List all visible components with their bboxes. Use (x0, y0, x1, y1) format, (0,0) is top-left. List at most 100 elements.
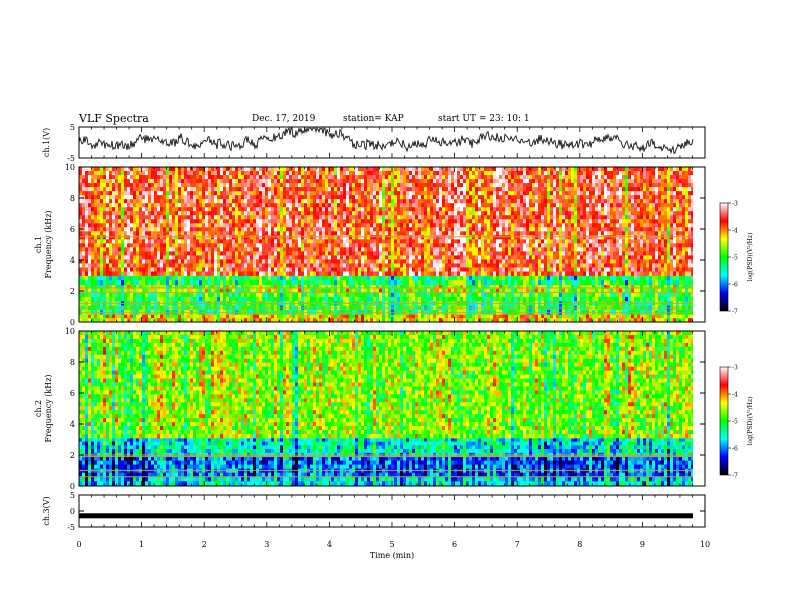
spectrogram-cell (406, 314, 410, 319)
spectrogram-cell (136, 280, 140, 286)
spectrogram-cell (277, 247, 281, 252)
spectrogram-cell (265, 314, 269, 319)
spectrogram-cell (367, 259, 371, 264)
spectrogram-cell (280, 267, 284, 272)
spectrogram-cell (187, 187, 191, 192)
spectrogram-cell (304, 247, 308, 252)
spectrogram-cell (565, 284, 569, 290)
spectrogram-cell (373, 296, 377, 302)
spectrogram-cell (229, 263, 233, 268)
spectrogram-cell (379, 284, 383, 290)
spectrogram-cell (388, 275, 392, 281)
spectrogram-cell (178, 183, 182, 188)
spectrogram-cell (349, 251, 353, 256)
spectrogram-cell (517, 280, 521, 286)
spectrogram-cell (229, 296, 233, 302)
spectrogram-cell (112, 175, 116, 180)
spectrogram-cell (142, 271, 146, 276)
spectrogram-cell (118, 219, 122, 224)
spectrogram-cell (511, 280, 515, 286)
spectrogram-cell (292, 207, 296, 212)
spectrogram-cell (124, 179, 128, 184)
spectrogram-cell (316, 284, 320, 290)
spectrogram-cell (118, 239, 122, 244)
spectrogram-cell (259, 199, 263, 204)
spectrogram-cell (220, 191, 224, 196)
spectrogram-cell (193, 219, 197, 224)
spectrogram-cell (496, 280, 500, 286)
spectrogram-cell (247, 239, 251, 244)
spectrogram-cell (97, 267, 101, 272)
spectrogram-cell (457, 275, 461, 281)
spectrogram-cell (289, 171, 293, 176)
spectrogram-cell (265, 296, 269, 302)
spectrogram-cell (403, 280, 407, 286)
spectrogram-cell (298, 280, 302, 286)
spectrogram-cell (112, 247, 116, 252)
spectrogram-cell (664, 318, 668, 323)
spectrogram-cell (286, 203, 290, 208)
spectrogram-cell (199, 292, 203, 298)
spectrogram-cell (505, 280, 509, 286)
spectrogram-cell (397, 288, 401, 293)
spectrogram-cell (391, 284, 395, 290)
spectrogram-cell (280, 239, 284, 244)
spectrogram-cell (241, 255, 245, 260)
spectrogram-cell (691, 314, 695, 319)
spectrogram-cell (109, 267, 113, 272)
spectrogram-cell (343, 284, 347, 290)
spectrogram-cell (295, 267, 299, 272)
spectrogram-cell (271, 219, 275, 224)
spectrogram-cell (244, 284, 248, 290)
spectrogram-cell (112, 195, 116, 200)
spectrogram-cell (124, 280, 128, 286)
spectrogram-cell (157, 284, 161, 290)
spectrogram-cell (298, 243, 302, 248)
spectrogram-cell (244, 207, 248, 212)
spectrogram-cell (112, 314, 116, 319)
spectrogram-cell (328, 235, 332, 240)
spectrogram-cell (175, 275, 179, 281)
spectrogram-cell (400, 314, 404, 319)
spectrogram-cell (355, 191, 359, 196)
spectrogram-cell (331, 167, 335, 172)
spectrogram-cell (316, 215, 320, 220)
spectrogram-cell (466, 296, 470, 302)
spectrogram-cell (232, 215, 236, 220)
spectrogram-cell (88, 231, 92, 236)
spectrogram-cell (85, 263, 89, 268)
spectrogram-cell (382, 187, 386, 192)
spectrogram-cell (133, 215, 137, 220)
spectrogram-cell (352, 215, 356, 220)
spectrogram-cell (280, 243, 284, 248)
spectrogram-cell (109, 211, 113, 216)
spectrogram-cell (181, 288, 185, 293)
spectrogram-cell (301, 239, 305, 244)
spectrogram-cell (91, 231, 95, 236)
spectrogram-cell (217, 171, 221, 176)
spectrogram-cell (166, 314, 170, 319)
spectrogram-cell (655, 318, 659, 323)
spectrogram-cell (274, 271, 278, 276)
spectrogram-cell (448, 318, 452, 323)
spectrogram-cell (334, 251, 338, 256)
spectrogram-cell (256, 318, 260, 323)
spectrogram-cell (274, 314, 278, 319)
spectrogram-cell (325, 251, 329, 256)
spectrogram-cell (250, 187, 254, 192)
spectrogram-cell (91, 255, 95, 260)
spectrogram-cell (178, 211, 182, 216)
spectrogram-cell (181, 251, 185, 256)
spectrogram-cell (127, 280, 131, 286)
spectrogram-cell (358, 296, 362, 302)
spectrogram-cell (148, 227, 152, 232)
spectrogram-cell (442, 284, 446, 290)
spectrogram-cell (406, 318, 410, 323)
spectrogram-cell (301, 271, 305, 276)
spectrogram-cell (520, 275, 524, 281)
spectrogram-cell (91, 239, 95, 244)
spectrogram-cell (109, 179, 113, 184)
spectrogram-cell (343, 187, 347, 192)
spectrogram-cell (391, 314, 395, 319)
spectrogram-cell (97, 243, 101, 248)
